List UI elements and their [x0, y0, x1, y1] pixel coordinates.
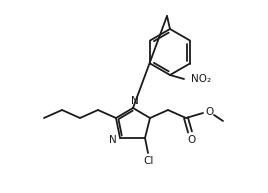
Text: O: O	[205, 107, 213, 117]
Text: N: N	[109, 135, 117, 145]
Text: NO₂: NO₂	[191, 74, 211, 84]
Text: O: O	[187, 135, 195, 145]
Text: Cl: Cl	[144, 156, 154, 166]
Text: N: N	[131, 96, 139, 106]
